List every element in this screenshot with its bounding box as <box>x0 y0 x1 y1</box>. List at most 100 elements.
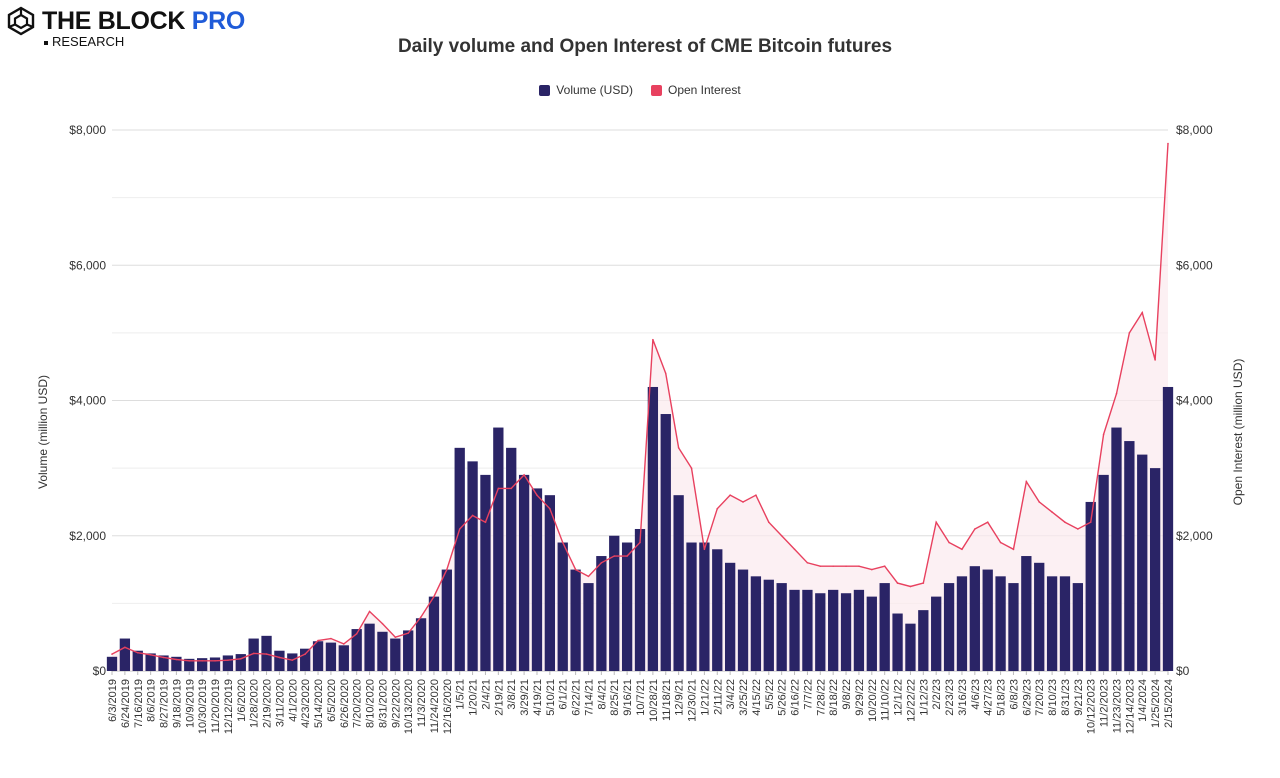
volume-bar <box>621 542 633 671</box>
open-interest-point <box>536 494 538 496</box>
open-interest-point <box>716 507 719 510</box>
volume-bar <box>1162 386 1174 671</box>
volume-bar <box>956 576 968 671</box>
x-tick-label: 4/27/23 <box>983 679 995 716</box>
volume-bar <box>1124 441 1135 671</box>
x-tick-label: 11/24/2020 <box>429 679 441 733</box>
x-tick-label: 2/11/22 <box>712 679 724 715</box>
volume-bar <box>931 596 942 671</box>
open-interest-point <box>626 555 628 557</box>
x-tick-label: 6/29/23 <box>1021 679 1033 716</box>
volume-bar <box>531 488 543 671</box>
x-tick-label: 11/20/2019 <box>210 679 222 733</box>
volume-bar <box>119 638 131 671</box>
x-tick-label: 3/11/2020 <box>274 679 286 727</box>
x-tick-label: 1/28/2020 <box>249 679 261 728</box>
x-tick-label: 5/18/23 <box>996 679 1008 716</box>
volume-bar <box>969 566 980 671</box>
open-interest-point <box>355 633 358 635</box>
open-interest-point <box>278 656 281 659</box>
y2-tick-label: $6,000 <box>1176 258 1213 272</box>
open-interest-point <box>922 582 925 584</box>
volume-bar <box>776 583 787 671</box>
volume-bar <box>583 583 594 671</box>
open-interest-point <box>690 467 693 469</box>
open-interest-point <box>600 562 603 564</box>
volume-bar <box>1059 576 1071 671</box>
x-tick-label: 8/10/23 <box>1047 679 1059 716</box>
volume-bar <box>1149 468 1161 671</box>
open-interest-point <box>1077 528 1079 530</box>
x-tick-label: 1/12/23 <box>918 679 930 716</box>
open-interest-point <box>703 548 706 551</box>
volume-bar <box>171 656 182 671</box>
volume-bar <box>480 474 491 671</box>
open-interest-point <box>1038 501 1041 503</box>
volume-bar <box>853 589 865 671</box>
open-interest-point <box>883 565 886 567</box>
volume-bar <box>802 589 813 671</box>
volume-bar <box>506 447 517 671</box>
open-interest-point <box>767 521 770 524</box>
open-interest-point <box>1102 433 1105 436</box>
y-tick-label: $2,000 <box>69 529 106 543</box>
x-tick-label: 12/1/22 <box>893 679 905 716</box>
block-logo-icon <box>7 6 35 36</box>
x-tick-label: 10/9/2019 <box>184 679 196 728</box>
volume-bar <box>1137 454 1148 671</box>
open-interest-point <box>587 575 590 578</box>
x-axis: 6/3/2019 6/24/2019 7/16/2019 8/6/2019 8/27/2… <box>107 671 1175 734</box>
open-interest-point <box>111 653 113 655</box>
open-interest-point <box>201 660 203 662</box>
x-tick-label: 7/20/23 <box>1034 679 1046 716</box>
volume-bar <box>1111 427 1122 671</box>
open-interest-point <box>407 632 409 634</box>
volume-bar <box>544 495 556 671</box>
open-interest-point <box>188 660 191 662</box>
open-interest-point <box>999 541 1002 544</box>
x-tick-label: 4/6/23 <box>970 679 982 710</box>
volume-bar <box>1072 583 1084 671</box>
open-interest-point <box>574 568 577 571</box>
open-interest-point <box>845 565 847 567</box>
volume-bar <box>287 653 298 671</box>
legend-swatch-open-interest <box>650 84 662 96</box>
open-interest-point <box>497 487 500 490</box>
open-interest-point <box>961 548 963 551</box>
x-tick-label: 12/14/2023 <box>1124 679 1136 734</box>
legend-item-open-interest[interactable]: Open Interest <box>650 83 741 97</box>
open-interest-point <box>780 534 783 537</box>
open-interest-point <box>330 637 332 640</box>
open-interest-point <box>291 659 294 661</box>
x-tick-label: 8/18/22 <box>828 679 840 716</box>
x-tick-label: 9/16/21 <box>622 679 634 716</box>
volume-bar <box>312 641 324 671</box>
x-tick-label: 1/21/22 <box>699 679 711 716</box>
open-interest-point <box>136 651 139 654</box>
x-tick-label: 7/20/2020 <box>352 679 364 728</box>
x-tick-label: 4/15/22 <box>751 679 763 716</box>
volume-bar <box>892 613 903 671</box>
x-tick-label: 12/12/2019 <box>223 679 235 734</box>
x-tick-label: 9/22/2020 <box>390 679 402 728</box>
x-tick-label: 6/8/23 <box>1008 679 1020 710</box>
volume-bar <box>428 596 440 671</box>
x-tick-label: 10/7/21 <box>635 679 647 716</box>
legend-label-open-interest: Open Interest <box>667 83 741 97</box>
open-interest-point <box>471 514 474 517</box>
open-interest-point <box>368 610 371 613</box>
legend-swatch-volume <box>539 84 551 96</box>
x-tick-label: 8/31/23 <box>1060 679 1072 716</box>
open-interest-point <box>1154 359 1156 361</box>
open-interest-point <box>214 660 216 662</box>
open-interest-point <box>832 565 834 567</box>
volume-bar <box>338 645 349 671</box>
open-interest-point <box>948 541 950 544</box>
volume-bar <box>377 631 388 671</box>
x-tick-label: 3/16/23 <box>957 679 969 716</box>
x-tick-label: 4/23/2020 <box>300 679 312 728</box>
y2-tick-label: $0 <box>1176 664 1190 678</box>
legend-item-volume[interactable]: Volume (USD) <box>539 83 633 97</box>
y-tick-label: $4,000 <box>69 394 106 408</box>
